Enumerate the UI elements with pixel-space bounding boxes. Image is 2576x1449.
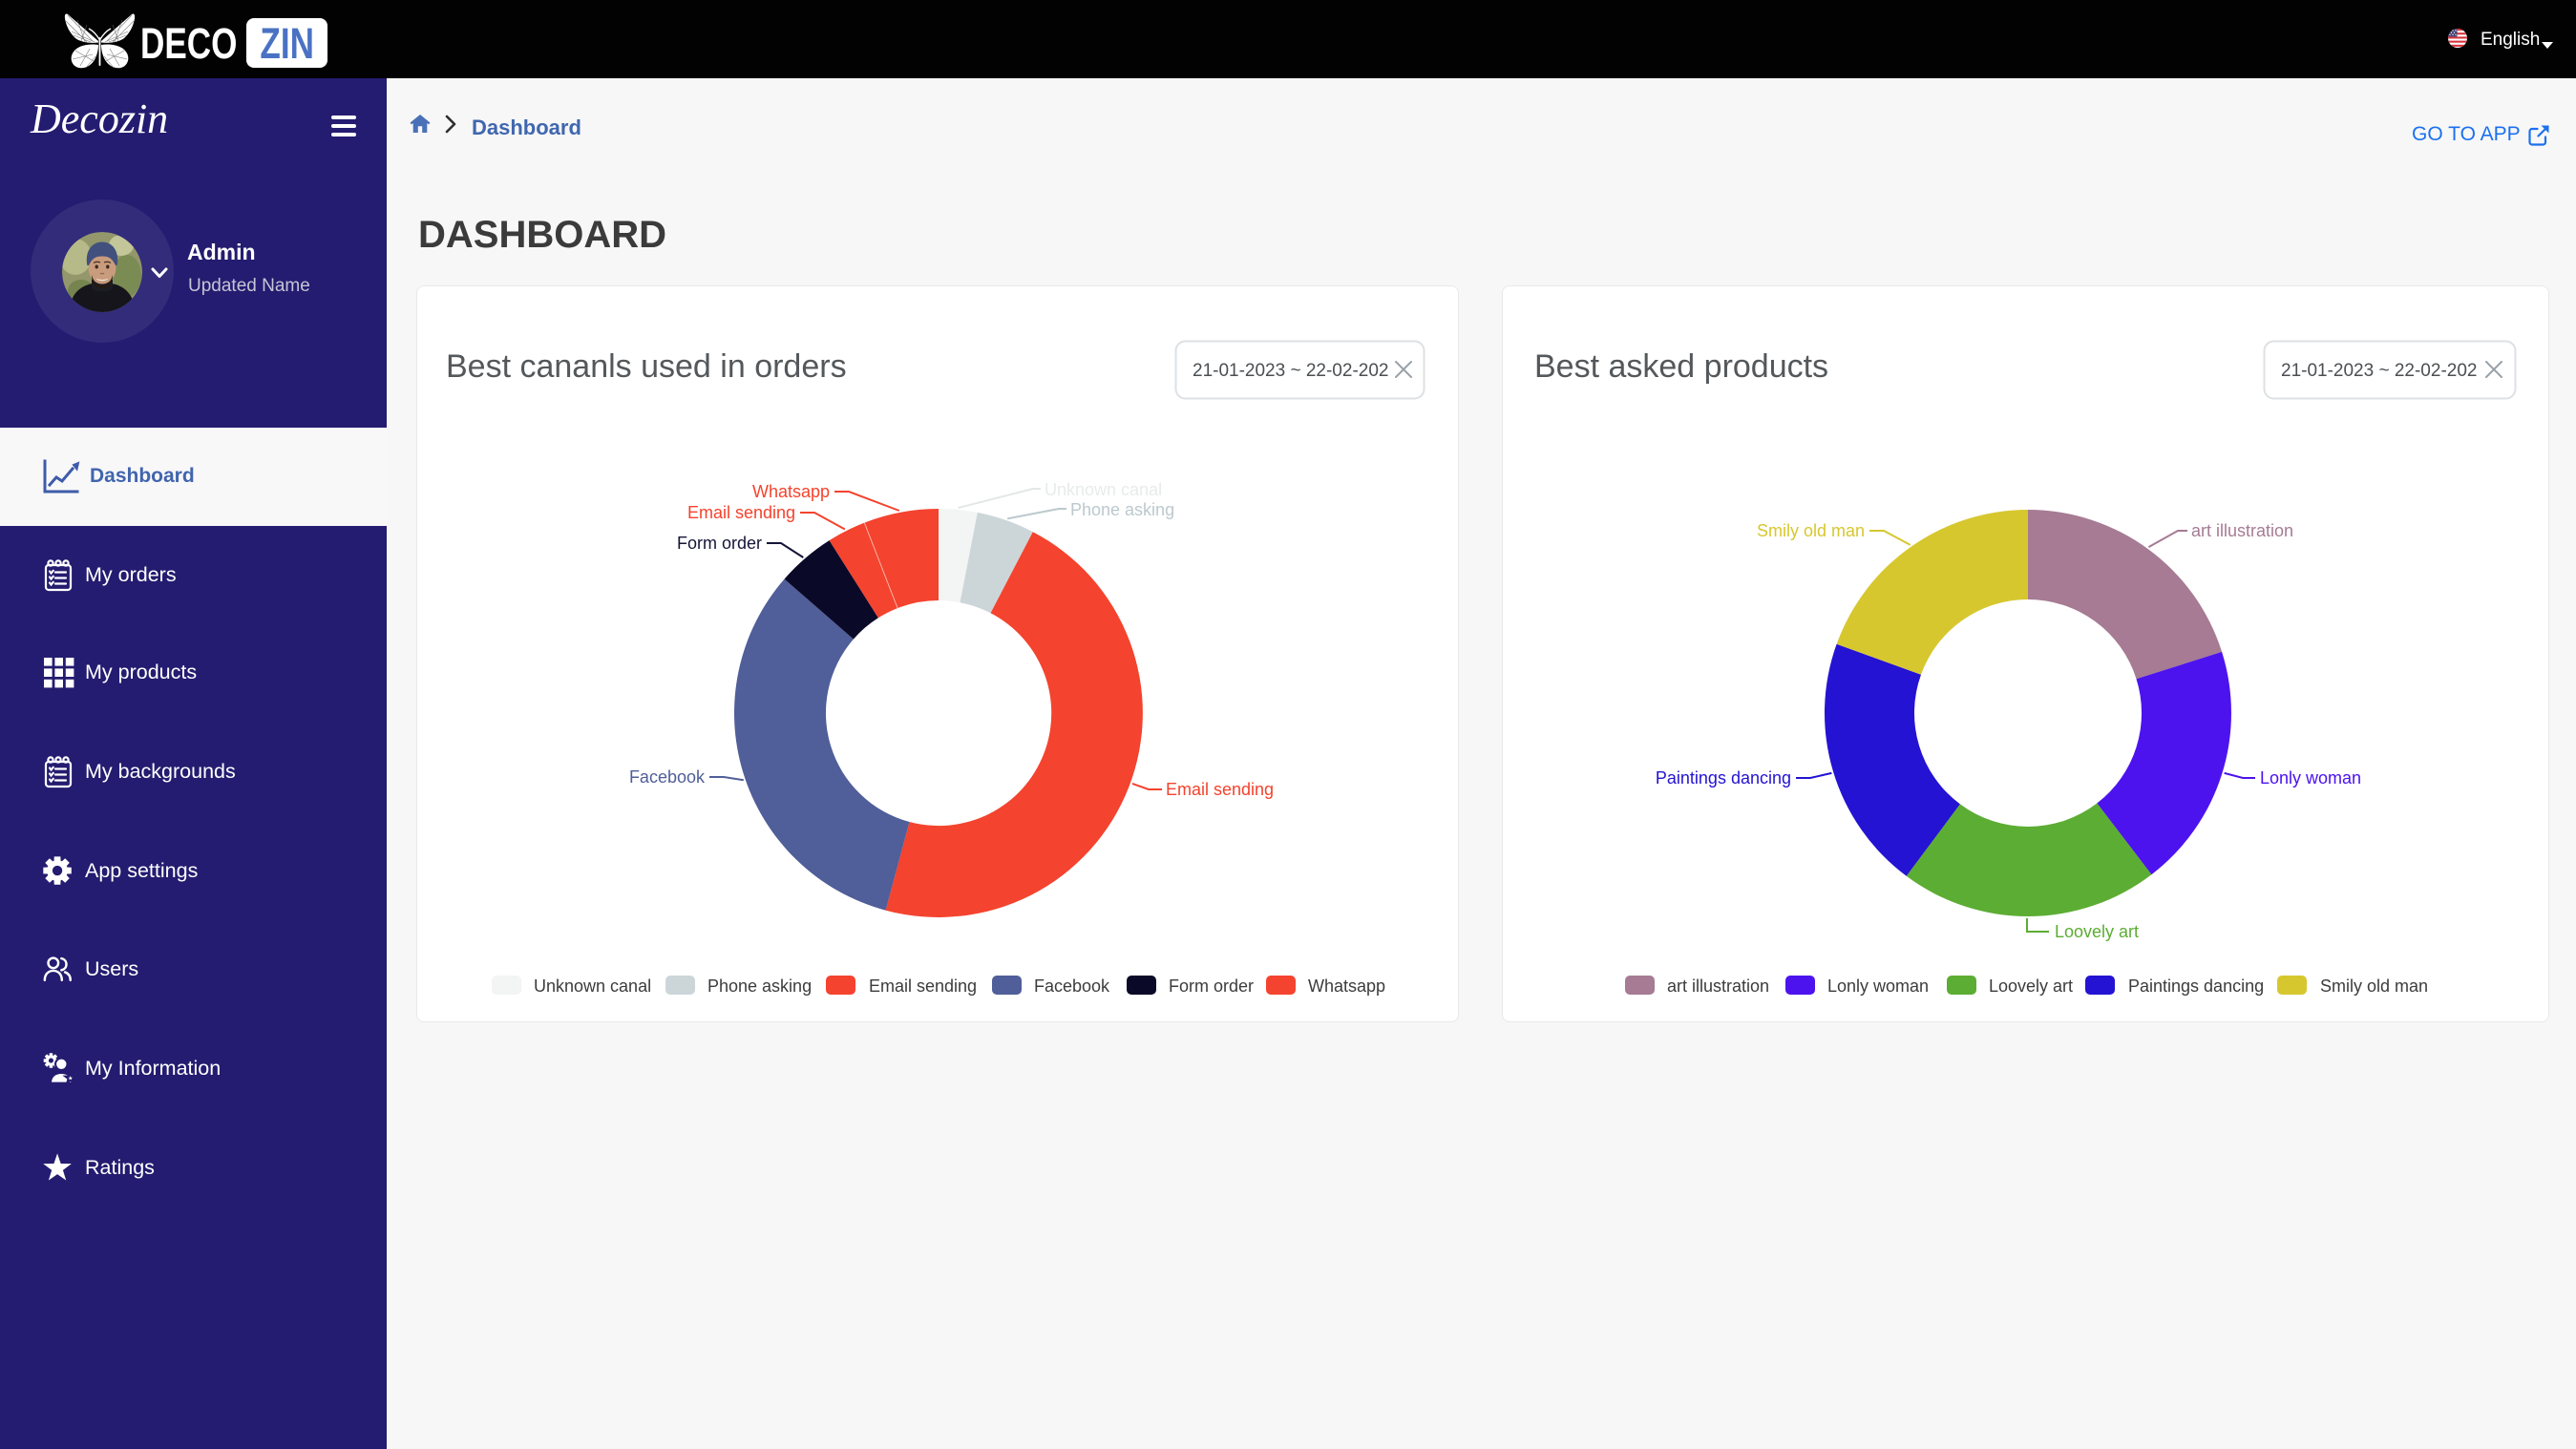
svg-text:Phone asking: Phone asking xyxy=(707,976,812,996)
svg-text:Lonly woman: Lonly woman xyxy=(1827,976,1929,996)
svg-text:art illustration: art illustration xyxy=(1667,976,1769,996)
svg-text:Email sending: Email sending xyxy=(869,976,977,996)
svg-text:Paintings dancing: Paintings dancing xyxy=(2128,976,2264,996)
svg-text:ZIN: ZIN xyxy=(260,19,314,68)
svg-text:Loovely art: Loovely art xyxy=(2055,922,2139,941)
svg-text:Whatsapp: Whatsapp xyxy=(1308,976,1385,996)
svg-text:Smily old man: Smily old man xyxy=(1757,521,1865,540)
svg-text:Facebook: Facebook xyxy=(629,767,706,787)
svg-text:Facebook: Facebook xyxy=(1034,976,1110,996)
svg-text:Phone asking: Phone asking xyxy=(1070,500,1174,519)
svg-text:Smily old man: Smily old man xyxy=(2320,976,2428,996)
svg-text:art illustration: art illustration xyxy=(2191,521,2293,540)
svg-text:Best cananls used in orders: Best cananls used in orders xyxy=(446,348,847,385)
svg-text:Email sending: Email sending xyxy=(687,503,795,522)
svg-text:Form order: Form order xyxy=(677,534,762,553)
svg-text:Unknown canal: Unknown canal xyxy=(534,976,651,996)
svg-text:Form order: Form order xyxy=(1169,976,1254,996)
svg-text:Best asked products: Best asked products xyxy=(1534,348,1828,385)
svg-text:Paintings dancing: Paintings dancing xyxy=(1656,768,1791,788)
svg-text:Whatsapp: Whatsapp xyxy=(752,482,830,501)
svg-text:Email sending: Email sending xyxy=(1166,780,1274,799)
svg-text:Lonly woman: Lonly woman xyxy=(2260,768,2361,788)
svg-text:Loovely art: Loovely art xyxy=(1989,976,2073,996)
svg-text:21-01-2023 ~ 22-02-202: 21-01-2023 ~ 22-02-202 xyxy=(2281,361,2477,381)
svg-text:Unknown canal: Unknown canal xyxy=(1045,480,1162,499)
svg-text:DECO: DECO xyxy=(140,19,237,68)
svg-text:21-01-2023 ~ 22-02-202: 21-01-2023 ~ 22-02-202 xyxy=(1193,361,1388,381)
